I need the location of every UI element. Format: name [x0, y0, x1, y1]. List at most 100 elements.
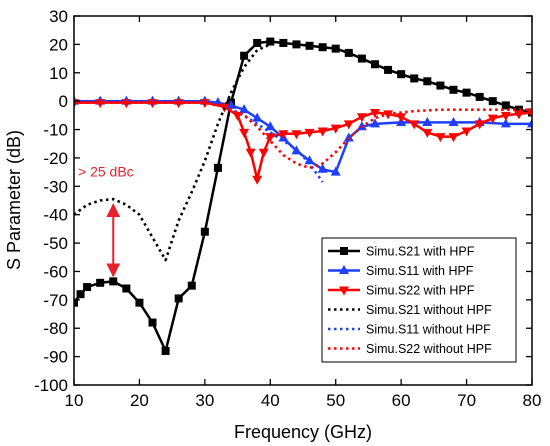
data-point	[396, 113, 407, 123]
data-point	[305, 41, 314, 50]
series-simu-s22-without-hpf	[74, 101, 532, 170]
y-tick-label: -100	[34, 376, 68, 395]
legend-label: Simu.S22 with HPF	[366, 284, 475, 298]
series-simu-s21-without-hpf	[74, 43, 271, 262]
data-point	[410, 74, 419, 83]
data-point	[369, 118, 380, 128]
data-point	[266, 37, 275, 46]
data-point	[253, 38, 262, 47]
y-tick-label: -40	[43, 206, 68, 225]
legend-marker	[339, 286, 349, 296]
x-axis-title: Frequency (GHz)	[234, 422, 372, 442]
data-point	[252, 112, 263, 122]
data-point	[252, 175, 263, 185]
data-point	[462, 88, 471, 97]
legend-label: Simu.S22 without HPF	[366, 342, 492, 356]
data-point	[331, 44, 340, 53]
data-point	[500, 118, 511, 128]
legend: Simu.S21 with HPF Simu.S11 with HPF Simu.S…	[321, 237, 517, 363]
data-point	[135, 298, 144, 307]
data-point	[74, 298, 78, 307]
y-tick-label: -60	[43, 262, 68, 281]
data-point	[514, 105, 523, 114]
x-tick-label: 80	[523, 391, 542, 410]
legend-entry: Simu.S21 without HPF	[328, 303, 492, 317]
x-tick-label: 60	[392, 391, 411, 410]
data-point	[161, 346, 170, 355]
x-tick-label: 20	[130, 391, 149, 410]
data-point	[318, 43, 327, 52]
legend-entry: Simu.S22 without HPF	[328, 342, 492, 356]
data-point	[291, 130, 302, 140]
legend-marker	[339, 265, 349, 274]
ticks-layer: 10 20 30 40 50 60 70 80 30 20 10 0 -10 -20 -30 -40 -50 -6…	[34, 7, 541, 410]
data-point	[304, 128, 315, 138]
data-point	[278, 130, 289, 140]
data-point	[384, 65, 393, 74]
data-point	[436, 81, 445, 90]
data-point	[500, 111, 511, 121]
annotation-layer: > 25 dBc	[78, 163, 134, 278]
data-point	[449, 85, 458, 94]
data-point	[200, 227, 209, 236]
legend-label: Simu.S11 with HPF	[366, 264, 474, 278]
data-point	[279, 38, 288, 47]
data-point	[226, 99, 237, 109]
data-point	[448, 116, 459, 126]
data-point	[265, 121, 276, 131]
y-tick-label: 30	[49, 7, 68, 26]
data-point	[148, 318, 157, 327]
legend-entry: Simu.S22 with HPF	[328, 284, 475, 298]
data-point	[357, 54, 366, 63]
data-point	[422, 128, 433, 138]
plot-frame	[73, 15, 533, 386]
y-tick-label: -70	[43, 291, 68, 310]
data-point	[397, 70, 406, 79]
legend-entry: Simu.S11 without HPF	[328, 323, 491, 337]
data-point	[356, 113, 367, 123]
data-point	[343, 120, 354, 130]
x-tick-label: 10	[65, 391, 84, 410]
data-point	[83, 283, 92, 292]
data-point	[304, 155, 315, 165]
data-point	[435, 133, 446, 143]
y-axis-title: S Parameter (dB)	[4, 130, 24, 270]
x-tick-label: 30	[195, 391, 214, 410]
series-layer	[74, 37, 532, 355]
legend-label: Simu.S21 without HPF	[366, 303, 492, 317]
data-point	[527, 118, 532, 128]
legend-label: Simu.S11 without HPF	[366, 323, 491, 337]
data-point	[409, 120, 420, 130]
data-point	[265, 133, 276, 143]
data-point	[422, 116, 433, 126]
data-point	[423, 77, 432, 86]
y-tick-label: -30	[43, 177, 68, 196]
data-point	[330, 124, 341, 134]
data-point	[448, 133, 459, 143]
x-tick-label: 40	[261, 391, 280, 410]
data-point	[258, 148, 269, 158]
data-point	[501, 101, 510, 110]
legend-label: Simu.S21 with HPF	[366, 245, 475, 259]
data-point	[343, 132, 354, 142]
data-point	[174, 294, 183, 303]
data-point	[474, 120, 485, 130]
series-simu-s22-with-hpf	[74, 99, 532, 185]
y-tick-label: -80	[43, 319, 68, 338]
y-tick-label: -90	[43, 348, 68, 367]
y-tick-label: 0	[59, 92, 68, 111]
series-line	[74, 99, 532, 174]
data-point	[76, 290, 85, 299]
data-point	[475, 92, 484, 101]
data-point	[213, 163, 222, 172]
legend-entry: Simu.S11 with HPF	[328, 264, 474, 278]
y-tick-label: 10	[49, 64, 68, 83]
data-point	[240, 51, 249, 60]
data-point	[317, 127, 328, 137]
data-point	[330, 166, 341, 176]
data-point	[488, 97, 497, 106]
data-point	[527, 109, 532, 119]
data-point	[513, 110, 524, 120]
data-point	[122, 284, 131, 293]
